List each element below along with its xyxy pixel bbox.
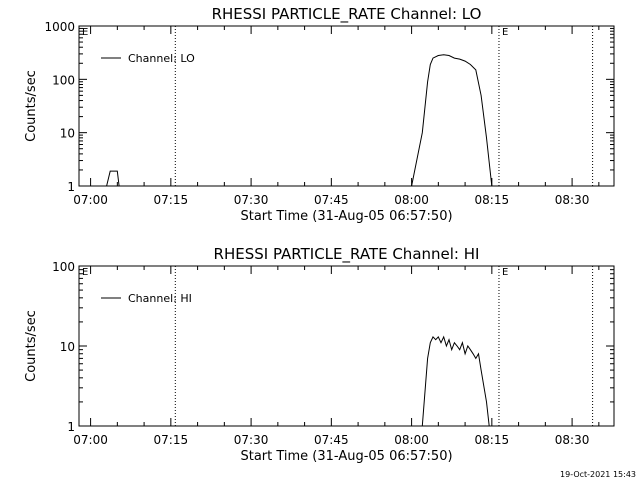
y-tick-label: 100 xyxy=(52,260,75,274)
timestamp: 19-Oct-2021 15:43 xyxy=(560,470,636,479)
y-tick-label: 10 xyxy=(60,127,75,141)
x-tick-label: 07:45 xyxy=(314,433,349,447)
y-tick-label: 10 xyxy=(60,340,75,354)
series-line xyxy=(95,335,490,427)
y-tick-label: 1 xyxy=(67,420,75,434)
x-tick-label: 08:30 xyxy=(555,193,590,207)
marker-flag: E xyxy=(502,27,508,38)
legend-label: Channel: HI xyxy=(128,292,192,305)
y-tick-label: 1000 xyxy=(44,20,75,34)
marker-flag: E xyxy=(82,267,88,278)
x-tick-label: 08:00 xyxy=(394,433,429,447)
chart-title: RHESSI PARTICLE_RATE Channel: HI xyxy=(214,245,480,264)
x-tick-label: 08:00 xyxy=(394,193,429,207)
plot-frame xyxy=(78,265,615,427)
x-tick-label: 08:15 xyxy=(475,193,510,207)
x-axis-label: Start Time (31-Aug-05 06:57:50) xyxy=(240,449,452,464)
x-tick-label: 07:30 xyxy=(234,433,269,447)
y-axis-label: Counts/sec xyxy=(24,70,39,142)
series-line xyxy=(95,54,493,187)
x-tick-label: 08:30 xyxy=(555,433,590,447)
x-tick-label: 07:00 xyxy=(73,193,108,207)
x-tick-label: 07:45 xyxy=(314,193,349,207)
x-tick-label: 08:15 xyxy=(475,433,510,447)
y-tick-label: 100 xyxy=(52,73,75,87)
marker-flag: E xyxy=(502,267,508,278)
legend-label: Channel: LO xyxy=(128,52,195,65)
x-axis-label: Start Time (31-Aug-05 06:57:50) xyxy=(240,209,452,224)
chart-title: RHESSI PARTICLE_RATE Channel: LO xyxy=(212,5,482,24)
y-axis-label: Counts/sec xyxy=(24,310,39,382)
plot-frame xyxy=(78,25,615,187)
x-tick-label: 07:00 xyxy=(73,433,108,447)
y-tick-label: 1 xyxy=(67,180,75,194)
x-tick-label: 07:30 xyxy=(234,193,269,207)
x-tick-label: 07:15 xyxy=(154,433,189,447)
x-tick-label: 07:15 xyxy=(154,193,189,207)
marker-flag: E xyxy=(82,27,88,38)
